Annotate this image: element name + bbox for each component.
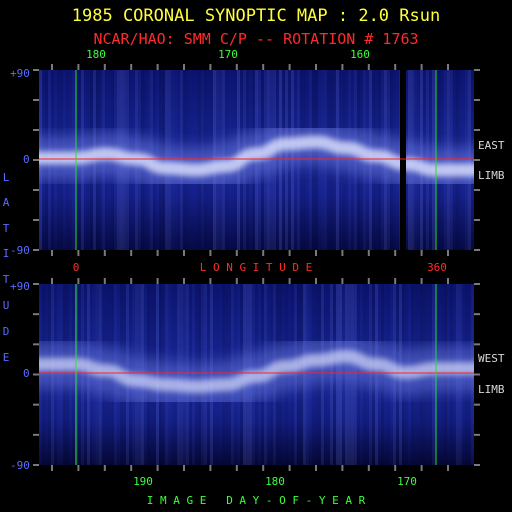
west-lat-tick-minus90: -90 [10, 459, 30, 472]
west-lat-tick-plus90: +90 [10, 280, 30, 293]
east-limb-panel: 180 170 160 +90 0 -90 EAST LIMB [10, 48, 505, 257]
latitude-letter: D [3, 325, 10, 338]
east-axis-ticks [33, 64, 480, 256]
latitude-letter: T [3, 222, 10, 235]
east-limb-label: LIMB [478, 169, 505, 182]
latitude-letter: U [3, 299, 10, 312]
day-tick-170: 170 [397, 475, 417, 488]
west-label: WEST [478, 352, 505, 365]
longitude-end-label: 360 [427, 261, 447, 274]
west-limb-panel: +90 0 -90 WEST LIMB 190 180 170 [10, 278, 505, 488]
day-tick-180: 180 [265, 475, 285, 488]
east-lat-tick-0: 0 [23, 153, 30, 166]
longitude-start-label: 0 [73, 261, 80, 274]
east-lat-tick-minus90: -90 [10, 244, 30, 257]
latitude-letter: I [3, 247, 10, 260]
east-label: EAST [478, 139, 505, 152]
west-streamer-belt [39, 333, 474, 410]
west-limb-label: LIMB [478, 383, 505, 396]
latitude-letter: A [3, 196, 10, 209]
latitude-axis-label: L A T I T U D E [3, 171, 10, 364]
latitude-letter: T [3, 273, 10, 286]
day-tick-190: 190 [133, 475, 153, 488]
east-top-tick-180: 180 [86, 48, 106, 61]
west-lat-tick-0: 0 [23, 367, 30, 380]
latitude-letter: L [3, 171, 10, 184]
longitude-axis-label: L O N G I T U D E [200, 261, 313, 274]
east-streamer-belt [39, 119, 474, 193]
latitude-letter: E [3, 351, 10, 364]
east-belt-core [39, 135, 474, 177]
east-top-tick-170: 170 [218, 48, 238, 61]
map-title: 1985 CORONAL SYNOPTIC MAP : 2.0 Rsun [72, 6, 440, 26]
east-top-tick-160: 160 [350, 48, 370, 61]
east-lat-tick-plus90: +90 [10, 67, 30, 80]
map-subtitle: NCAR/HAO: SMM C/P -- ROTATION # 1763 [93, 30, 418, 48]
data-gap-bar [400, 70, 406, 250]
day-of-year-axis-label: I M A G E D A Y - O F - Y E A R [147, 494, 366, 507]
west-axis-ticks [33, 278, 480, 471]
